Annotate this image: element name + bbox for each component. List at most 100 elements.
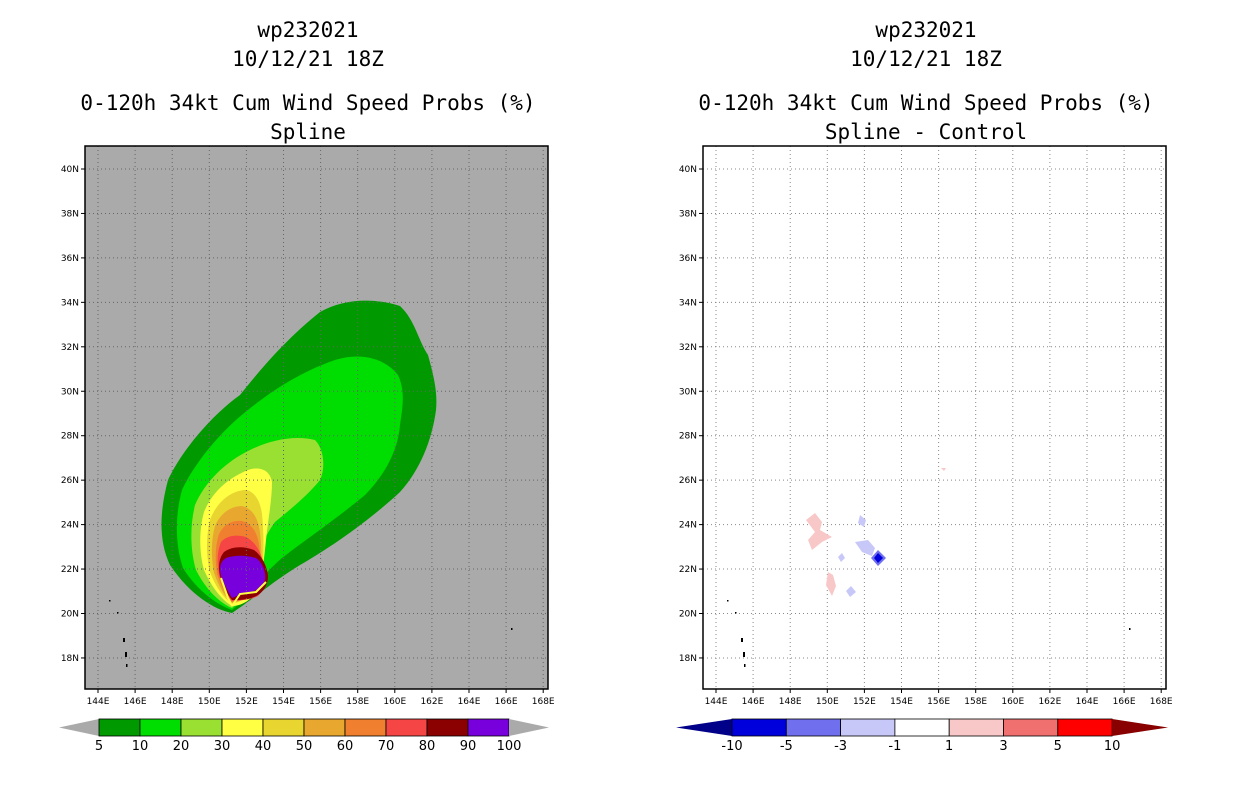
right-lon-label: 154E bbox=[890, 697, 913, 707]
right-datetime: 10/12/21 18Z bbox=[850, 47, 1002, 71]
diff-pink-2 bbox=[826, 572, 836, 596]
right-storm-id: wp232021 bbox=[875, 18, 977, 42]
left-lat-label: 34N bbox=[61, 298, 79, 308]
colorbar-label: 40 bbox=[255, 739, 272, 754]
right-lat-label: 34N bbox=[679, 298, 697, 308]
right-islands bbox=[727, 600, 1131, 667]
right-map-background bbox=[703, 146, 1166, 689]
diff-pink-3 bbox=[941, 468, 946, 471]
colorbar-label: 50 bbox=[296, 739, 313, 754]
left-lon-label: 164E bbox=[458, 697, 481, 707]
left-product: 0-120h 34kt Cum Wind Speed Probs (%) bbox=[80, 91, 536, 115]
colorbar-label: 90 bbox=[460, 739, 477, 754]
left-gridlines bbox=[85, 146, 548, 689]
left-lat-label: 40N bbox=[61, 165, 79, 175]
colorbar-label: -1 bbox=[888, 739, 901, 754]
diff-blue-1 bbox=[858, 515, 866, 527]
colorbar-low-end bbox=[59, 719, 99, 736]
colorbar-swatch bbox=[98, 718, 141, 737]
left-lat-label: 36N bbox=[61, 254, 79, 264]
colorbar-swatch bbox=[948, 718, 1004, 737]
left-lon-label: 156E bbox=[309, 697, 332, 707]
colorbar-label: 80 bbox=[419, 739, 436, 754]
colorbar-swatch bbox=[262, 718, 305, 737]
left-datetime: 10/12/21 18Z bbox=[232, 47, 384, 71]
right-lon-label: 158E bbox=[964, 697, 987, 707]
colorbar-swatch bbox=[467, 718, 510, 737]
colorbar-swatch bbox=[894, 718, 950, 737]
colorbar-label: 10 bbox=[1104, 739, 1121, 754]
right-lat-label: 28N bbox=[679, 432, 697, 442]
right-lon-label: 160E bbox=[1001, 697, 1024, 707]
right-lat-label: 30N bbox=[679, 387, 697, 397]
colorbar-label: -5 bbox=[780, 739, 793, 754]
left-lon-label: 158E bbox=[346, 697, 369, 707]
colorbar-label: 1 bbox=[945, 739, 953, 754]
right-lon-label: 164E bbox=[1076, 697, 1099, 707]
diff-blue-3 bbox=[838, 553, 845, 562]
left-lat-label: 22N bbox=[61, 565, 79, 575]
left-lat-label: 28N bbox=[61, 432, 79, 442]
right-lat-label: 36N bbox=[679, 254, 697, 264]
colorbar-swatch bbox=[731, 718, 787, 737]
right-product: 0-120h 34kt Cum Wind Speed Probs (%) bbox=[698, 91, 1154, 115]
left-lat-label: 32N bbox=[61, 343, 79, 353]
right-lat-label: 18N bbox=[679, 654, 697, 664]
left-lon-label: 168E bbox=[532, 697, 555, 707]
right-lat-label: 24N bbox=[679, 521, 697, 531]
contour-90-edge bbox=[220, 577, 267, 607]
diff-pink-1 bbox=[806, 513, 832, 550]
diff-blue-2 bbox=[855, 540, 875, 556]
left-lon-label: 160E bbox=[383, 697, 406, 707]
left-lat-label: 24N bbox=[61, 521, 79, 531]
left-probability-contours bbox=[161, 300, 437, 613]
right-lon-label: 146E bbox=[742, 697, 765, 707]
right-lon-label: 152E bbox=[853, 697, 876, 707]
left-map-border bbox=[84, 145, 549, 690]
right-lat-label: 22N bbox=[679, 565, 697, 575]
colorbar-label: 70 bbox=[378, 739, 395, 754]
colorbar-label: 60 bbox=[337, 739, 354, 754]
contour-90 bbox=[220, 555, 266, 598]
colorbar-low-end bbox=[676, 719, 732, 736]
left-lon-label: 144E bbox=[87, 697, 110, 707]
colorbar-swatch bbox=[180, 718, 223, 737]
right-lat-label: 38N bbox=[679, 209, 697, 219]
left-lat-label: 38N bbox=[61, 209, 79, 219]
right-subtitle: Spline - Control bbox=[824, 120, 1028, 144]
right-lat-label: 40N bbox=[679, 165, 697, 175]
colorbar-swatch bbox=[1057, 718, 1113, 737]
diff-blue-6 bbox=[874, 553, 883, 563]
left-colorbar: 5 10 20 30 40 50 60 70 80 90 100 bbox=[59, 718, 549, 754]
colorbar-label: 20 bbox=[173, 739, 190, 754]
right-lat-label: 20N bbox=[679, 610, 697, 620]
left-axis-ticks: 40N 38N 36N 34N 32N 30N 28N 26N 24N 22N 20N 18N 144E… bbox=[61, 165, 555, 707]
right-lat-label: 26N bbox=[679, 476, 697, 486]
colorbar-label: 5 bbox=[1054, 739, 1062, 754]
colorbar-swatch bbox=[221, 718, 264, 737]
right-lon-label: 148E bbox=[779, 697, 802, 707]
colorbar-label: -10 bbox=[721, 739, 742, 754]
right-lon-label: 150E bbox=[816, 697, 839, 707]
right-colorbar: -10 -5 -3 -1 1 3 5 10 bbox=[676, 718, 1169, 754]
right-map: 40N 38N 36N 34N 32N 30N 28N 26N 24N 22N 20N 18N 144E… bbox=[679, 145, 1173, 707]
left-lon-label: 162E bbox=[420, 697, 443, 707]
colorbar-label: 10 bbox=[132, 739, 149, 754]
diff-blue-4 bbox=[846, 586, 856, 597]
right-lat-label: 32N bbox=[679, 343, 697, 353]
right-lon-label: 166E bbox=[1113, 697, 1136, 707]
left-lon-label: 152E bbox=[235, 697, 258, 707]
colorbar-swatch bbox=[426, 718, 469, 737]
colorbar-label: 3 bbox=[999, 739, 1007, 754]
left-islands bbox=[109, 600, 513, 667]
right-lon-label: 162E bbox=[1038, 697, 1061, 707]
left-lon-label: 148E bbox=[161, 697, 184, 707]
colorbar-swatch bbox=[1003, 718, 1059, 737]
colorbar-swatch bbox=[139, 718, 182, 737]
colorbar-high-end bbox=[1112, 719, 1169, 736]
colorbar-swatch bbox=[344, 718, 387, 737]
left-lat-label: 26N bbox=[61, 476, 79, 486]
left-lat-label: 20N bbox=[61, 610, 79, 620]
left-lat-label: 18N bbox=[61, 654, 79, 664]
